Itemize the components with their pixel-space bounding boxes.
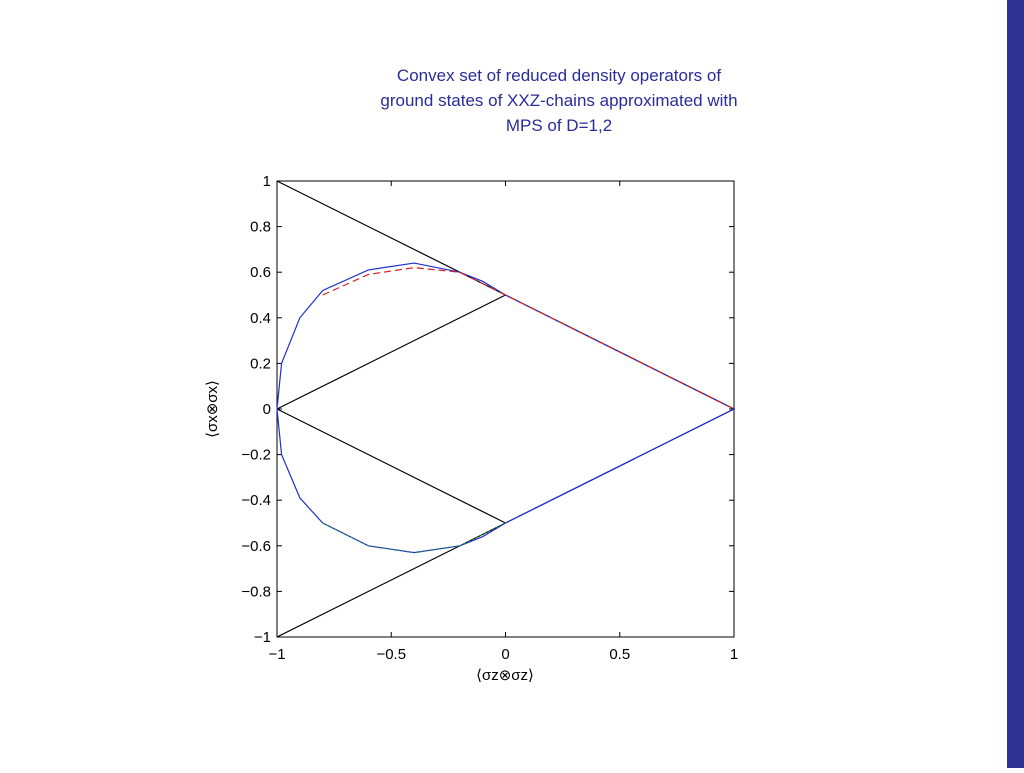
x-tick-label: 0.5 (609, 646, 630, 663)
y-tick-label: −0.2 (241, 447, 271, 464)
y-tick-label: −0.6 (241, 538, 271, 555)
y-tick-label: 0.2 (250, 355, 271, 372)
data-line (322, 267, 735, 410)
data-line (276, 180, 736, 638)
y-tick-label: 0.8 (250, 219, 271, 236)
data-line (322, 522, 506, 554)
side-bar (1007, 0, 1024, 768)
x-tick-label: 1 (730, 646, 738, 663)
data-line (276, 262, 736, 554)
y-tick-label: 0.6 (250, 264, 271, 281)
y-tick-label: −1 (254, 629, 271, 646)
chart-title: Convex set of reduced density operators … (397, 66, 721, 85)
y-tick-label: 0 (263, 401, 271, 418)
chart-title: MPS of D=1,2 (506, 116, 612, 135)
y-tick-label: −0.4 (241, 492, 271, 509)
y-tick-label: 0.4 (250, 310, 271, 327)
y-tick-label: 1 (263, 173, 271, 190)
data-line (276, 408, 506, 524)
x-tick-label: −0.5 (376, 646, 406, 663)
x-tick-label: 0 (501, 646, 509, 663)
x-axis-label: ⟨σz⊗σz⟩ (476, 667, 534, 684)
y-tick-label: −0.8 (241, 583, 271, 600)
y-axis-label: ⟨σx⊗σx⟩ (204, 380, 221, 438)
chart-title: ground states of XXZ-chains approximated… (380, 91, 737, 110)
data-line (276, 294, 506, 410)
plot-frame (276, 180, 735, 638)
x-tick-label: −1 (268, 646, 285, 663)
